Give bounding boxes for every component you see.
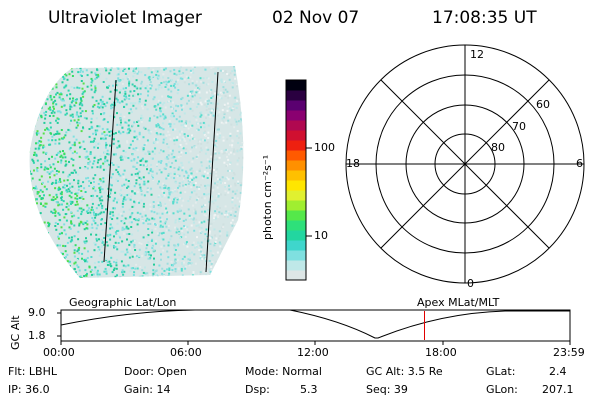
status-mode: Mode: Normal: [245, 365, 322, 378]
status-gain: Gain: 14: [124, 383, 171, 396]
meridian-line-right: [205, 71, 219, 273]
orbit-y-tick-9: 9.0: [28, 306, 46, 319]
colorbar-swatch: [286, 140, 306, 151]
colorbar-label-10: 10: [314, 229, 328, 242]
colorbar-swatch: [286, 160, 306, 171]
orbit-x-tick-1800: 18:00: [425, 346, 457, 359]
colorbar-swatch: [286, 110, 306, 121]
status-seq: Seq: 39: [366, 383, 408, 396]
polar-label-6: 6: [576, 157, 583, 170]
status-glon-label: GLon:: [486, 383, 518, 396]
colorbar-swatch: [286, 210, 306, 221]
polar-label-0: 0: [467, 277, 474, 290]
observation-date: 02 Nov 07: [272, 8, 360, 28]
colorbar: [286, 80, 306, 281]
instrument-title: Ultraviolet Imager: [48, 8, 202, 28]
colorbar-swatch: [286, 260, 306, 271]
orbit-y-tick-1-8: 1.8: [28, 329, 46, 342]
polar-label-18: 18: [346, 157, 360, 170]
polar-label-70: 70: [512, 120, 526, 133]
colorbar-swatch: [286, 130, 306, 141]
polar-label-12: 12: [470, 48, 484, 61]
status-glon-value: 207.1: [542, 383, 574, 396]
orbit-y-axis-label: GC Alt: [9, 315, 22, 350]
orbit-panel-frame: [60, 309, 571, 342]
colorbar-swatch: [286, 270, 306, 281]
colorbar-swatch: [286, 90, 306, 101]
colorbar-swatch: [286, 120, 306, 131]
polar-label-60: 60: [536, 98, 550, 111]
meridian-line-left: [103, 79, 117, 263]
colorbar-swatch: [286, 250, 306, 261]
status-glat-value: 2.4: [549, 365, 567, 378]
colorbar-swatch: [286, 220, 306, 231]
colorbar-swatch: [286, 200, 306, 211]
observation-time: 17:08:35 UT: [432, 8, 537, 28]
status-dsp-value: 5.3: [300, 383, 318, 396]
status-glat-label: GLat:: [486, 365, 516, 378]
uv-disk-image: [29, 66, 244, 278]
orbit-x-tick-0000: 00:00: [43, 346, 75, 359]
colorbar-label-100: 100: [314, 141, 335, 154]
colorbar-swatch: [286, 240, 306, 251]
orbit-x-tick-1200: 12:00: [297, 346, 329, 359]
colorbar-swatch: [286, 100, 306, 111]
colorbar-swatch: [286, 230, 306, 241]
status-gc-alt: GC Alt: 3.5 Re: [366, 365, 443, 378]
orbit-right-title: Apex MLat/MLT: [417, 296, 500, 309]
colorbar-swatch: [286, 190, 306, 201]
colorbar-unit-label: photon cm⁻²s⁻¹: [261, 154, 274, 240]
orbit-left-title: Geographic Lat/Lon: [69, 296, 177, 309]
polar-label-80: 80: [491, 141, 505, 154]
status-dsp-label: Dsp:: [245, 383, 270, 396]
status-filter: Flt: LBHL: [8, 365, 57, 378]
colorbar-swatch: [286, 150, 306, 161]
colorbar-swatch: [286, 80, 306, 91]
orbit-x-tick-0600: 06:00: [170, 346, 202, 359]
polar-plot: [345, 44, 585, 284]
status-ip: IP: 36.0: [8, 383, 50, 396]
status-door: Door: Open: [124, 365, 187, 378]
orbit-x-tick-2359: 23:59: [553, 346, 585, 359]
colorbar-swatch: [286, 170, 306, 181]
orbit-altitude-curve: [60, 309, 570, 339]
orbit-axis-ticks: [57, 312, 571, 345]
colorbar-swatch: [286, 180, 306, 191]
